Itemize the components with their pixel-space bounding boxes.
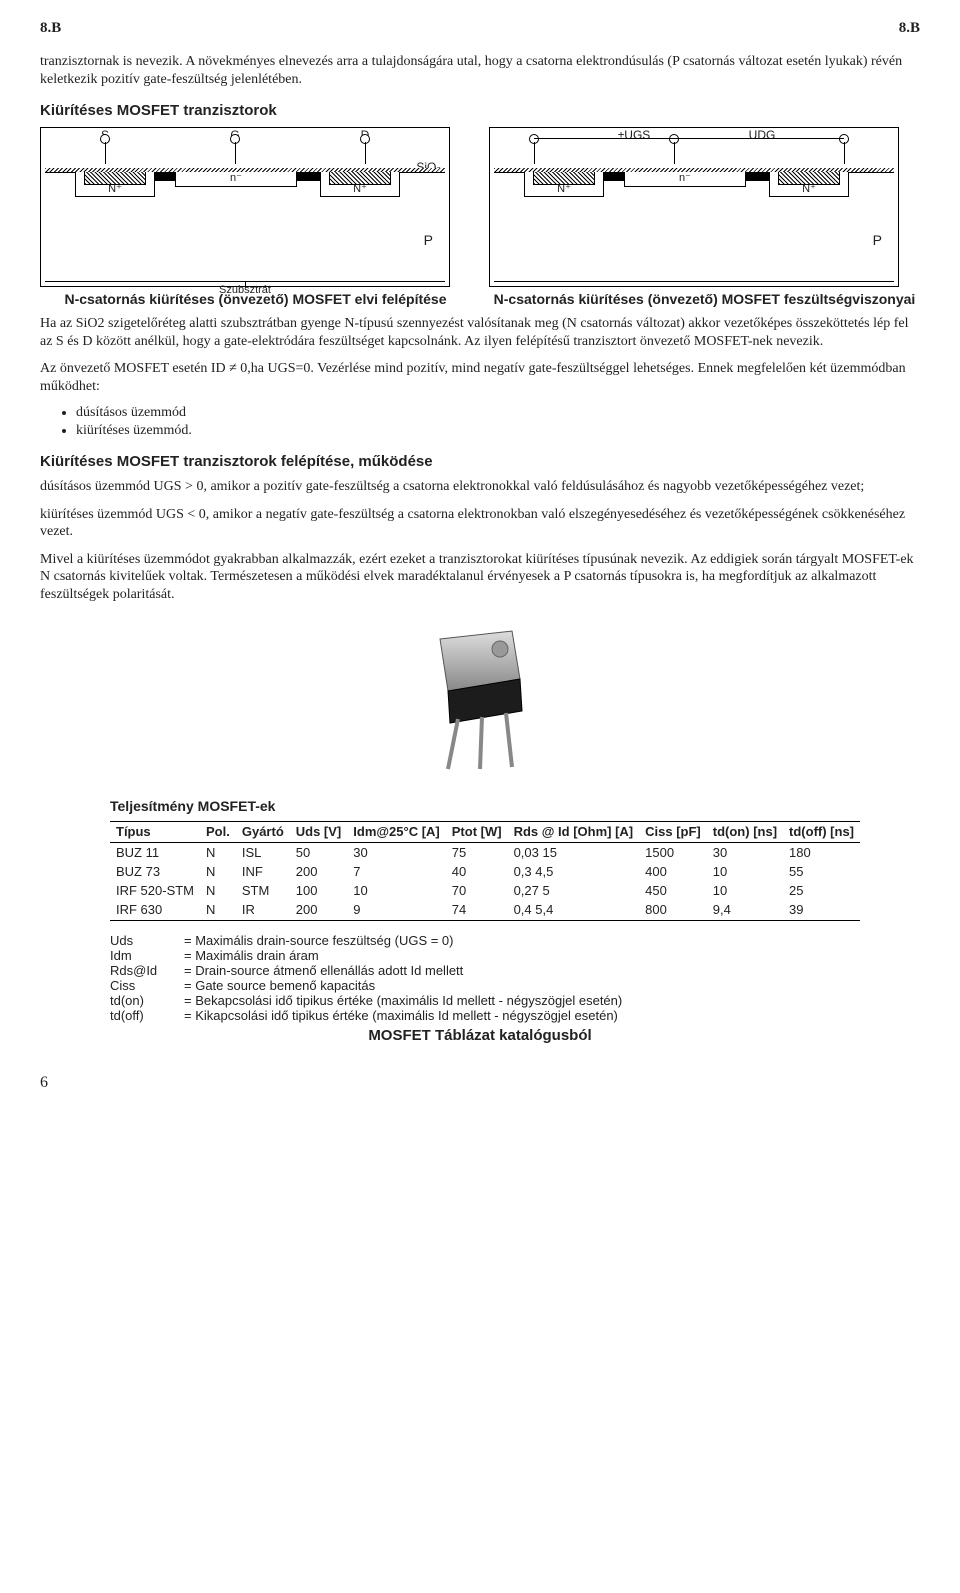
table-row: IRF 520-STMNSTM10010700,27 54501025	[110, 881, 860, 900]
paragraph-6: Mivel a kiürítéses üzemmódot gyakrabban …	[40, 551, 920, 604]
lead-label-ugs: ±UGS	[618, 128, 651, 142]
mosfet-table: Típus Pol. Gyártó Uds [V] Idm@25°C [A] P…	[110, 820, 860, 921]
table-title: Teljesítmény MOSFET-ek	[110, 798, 860, 814]
header-left: 8.B	[40, 20, 61, 37]
diagram-right: ±UGS UDG N⁺ n⁻ N⁺ P N-csatornás kiürítés…	[489, 127, 920, 307]
table-header-row: Típus Pol. Gyártó Uds [V] Idm@25°C [A] P…	[110, 822, 860, 842]
paragraph-5: kiürítéses üzemmód UGS < 0, amikor a neg…	[40, 506, 920, 541]
header-right: 8.B	[899, 20, 920, 37]
caption-right: N-csatornás kiürítéses (önvezető) MOSFET…	[489, 291, 920, 307]
lead-label-udg: UDG	[749, 128, 776, 142]
paragraph-4: dúsításos üzemmód UGS > 0, amikor a pozi…	[40, 478, 920, 496]
paragraph-3: Az önvezető MOSFET esetén ID ≠ 0,ha UGS=…	[40, 360, 920, 395]
section2-title: Kiürítéses MOSFET tranzisztorok felépíté…	[40, 453, 920, 470]
substrate-label: Szubsztrát	[219, 284, 271, 296]
table-row: BUZ 73NINF2007400,3 4,54001055	[110, 862, 860, 881]
intro-paragraph: tranzisztornak is nevezik. A növekményes…	[40, 53, 920, 88]
diagram-row: S G D SiO₂ N⁺ n⁻ N⁺ P Szubsztrát N-csato…	[40, 127, 920, 307]
paragraph-2: Ha az SiO2 szigetelőréteg alatti szubszt…	[40, 315, 920, 350]
section1-title: Kiürítéses MOSFET tranzisztorok	[40, 102, 920, 119]
table-legend: Uds= Maximális drain-source feszültség (…	[110, 933, 860, 1023]
page-header: 8.B 8.B	[40, 20, 920, 37]
list-item: dúsításos üzemmód	[76, 405, 920, 421]
list-item: kiürítéses üzemmód.	[76, 423, 920, 439]
diagram-left: S G D SiO₂ N⁺ n⁻ N⁺ P Szubsztrát N-csato…	[40, 127, 471, 307]
table-row: IRF 630NIR2009740,4 5,48009,439	[110, 900, 860, 919]
page-number: 6	[40, 1074, 920, 1092]
table-caption: MOSFET Táblázat katalógusból	[40, 1027, 920, 1044]
mode-list: dúsításos üzemmód kiürítéses üzemmód.	[76, 405, 920, 439]
component-photo	[40, 619, 920, 784]
table-row: BUZ 11NISL5030750,03 15150030180	[110, 843, 860, 863]
